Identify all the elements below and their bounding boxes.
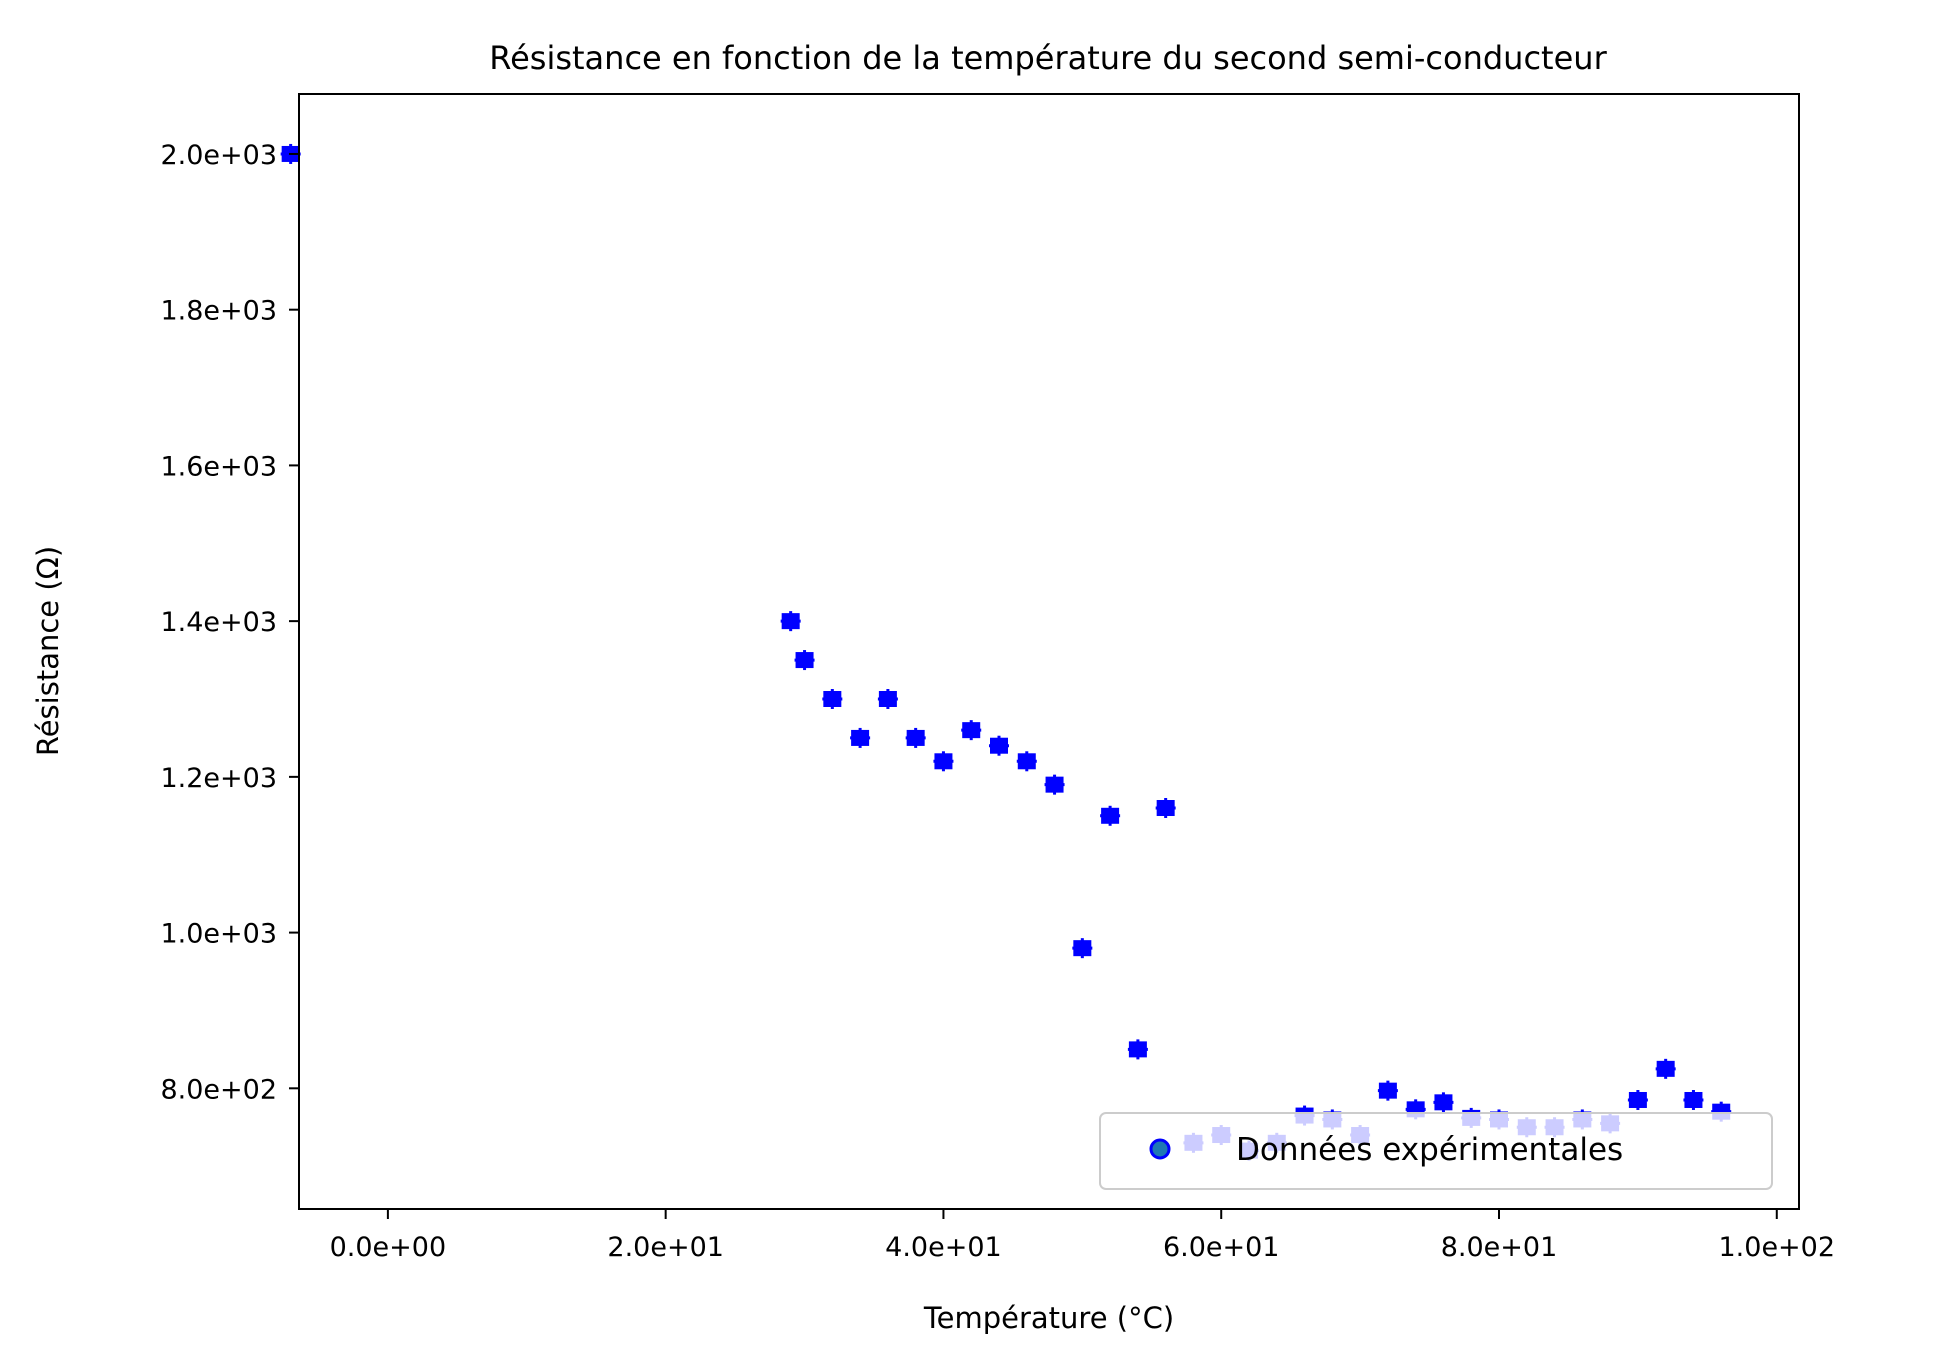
y-tick-label: 1.0e+03 [160,919,277,950]
data-point [1044,774,1065,795]
y-tick-label: 1.6e+03 [160,451,277,482]
y-tick-label: 8.0e+02 [160,1074,277,1105]
data-point [905,727,926,748]
x-tick-label: 1.0e+02 [1719,1232,1836,1263]
y-tick-label: 1.8e+03 [160,296,277,327]
legend-marker [1149,1138,1171,1160]
x-tick-label: 6.0e+01 [1163,1232,1280,1263]
data-point [961,720,982,741]
y-axis: 8.0e+02 1.0e+03 1.2e+03 1.4e+03 1.6e+03 1.8e+… [160,140,299,1105]
plot-area [298,93,1800,1210]
legend: Données expérimentales [1099,1112,1773,1190]
data-point [780,611,801,632]
x-tick-label: 2.0e+01 [607,1232,724,1263]
y-tick-label: 2.0e+03 [160,140,277,171]
data-point [1655,1058,1676,1079]
data-point [933,751,954,772]
chart-title: Résistance en fonction de la température… [489,39,1607,77]
data-point [1627,1089,1648,1110]
data-point [1127,1039,1148,1060]
legend-box [1099,1112,1773,1190]
x-tick-label: 4.0e+01 [885,1232,1002,1263]
x-axis-label: Température (°C) [923,1301,1174,1335]
x-tick-label: 0.0e+00 [330,1232,447,1263]
y-tick-label: 1.4e+03 [160,607,277,638]
y-tick-label: 1.2e+03 [160,763,277,794]
legend-label: Données expérimentales [1236,1132,1623,1168]
data-point [1377,1080,1398,1101]
data-point [989,735,1009,756]
data-point [1683,1089,1704,1110]
data-point [877,688,898,709]
data-point [822,688,843,709]
data-point [1433,1092,1454,1113]
x-axis: 0.0e+00 2.0e+01 4.0e+01 6.0e+01 8.0e+01 1.0e+… [330,1209,1835,1263]
y-axis-label: Résistance (Ω) [31,546,65,756]
data-point [850,727,871,748]
data-point [1016,751,1037,772]
data-points [280,143,1732,1161]
data-point [1072,938,1093,959]
data-point [794,650,815,671]
data-point [1155,798,1176,819]
data-point [1100,805,1121,826]
x-tick-label: 8.0e+01 [1441,1232,1558,1263]
